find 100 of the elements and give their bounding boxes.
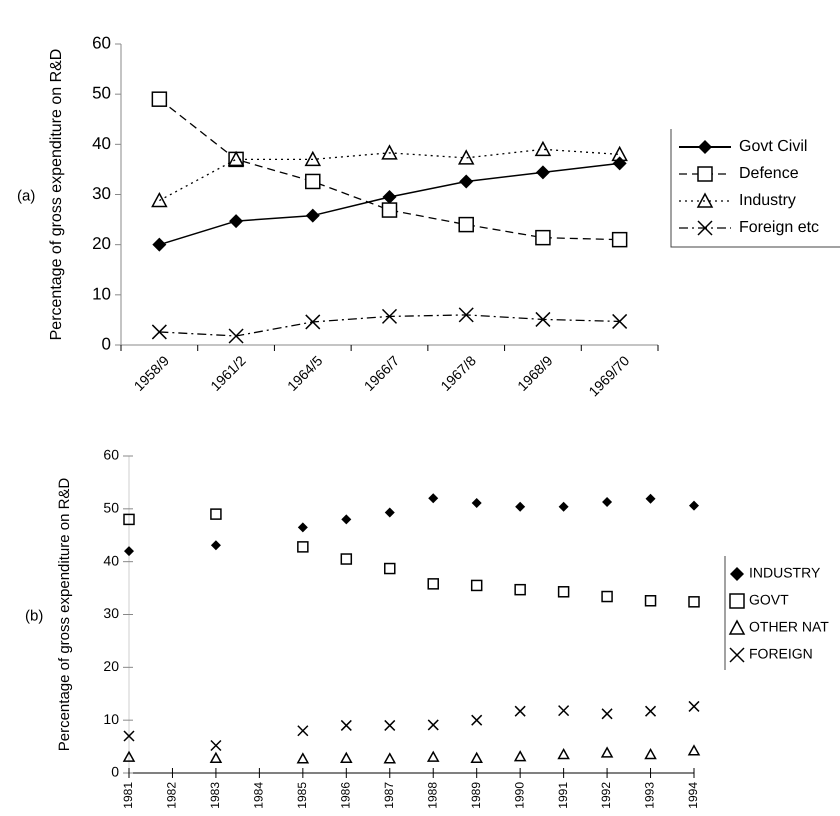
point	[384, 562, 396, 574]
point	[306, 208, 320, 223]
point	[228, 328, 244, 344]
y-axis-title: Percentage of gross expenditure on R&D	[48, 48, 65, 340]
point	[612, 314, 628, 330]
y-tick-label: 20	[103, 658, 120, 674]
x-tick-label: 1981	[121, 782, 136, 809]
point	[470, 752, 482, 763]
point	[558, 748, 570, 760]
point	[384, 752, 396, 764]
x-tick-label: 1985	[295, 782, 310, 809]
point	[382, 202, 398, 218]
point	[514, 705, 526, 717]
point	[210, 740, 222, 752]
y-tick-label: 0	[111, 764, 120, 780]
point	[427, 578, 439, 590]
point	[427, 719, 439, 731]
x-tick-label: 1986	[338, 782, 352, 809]
point	[458, 150, 474, 165]
point	[297, 541, 309, 553]
legend-label: Foreign etc	[739, 219, 820, 236]
point	[340, 752, 352, 763]
point	[428, 493, 438, 504]
point	[123, 730, 135, 742]
point	[601, 708, 613, 720]
x-tick-label: 1988	[425, 782, 440, 809]
y-axis-title: Percentage of gross expenditure on R&D	[56, 478, 73, 752]
point	[535, 142, 551, 156]
y-tick-label: 0	[102, 334, 111, 354]
y-tick-label: 10	[92, 284, 111, 304]
point	[384, 508, 395, 518]
point	[558, 502, 569, 512]
y-tick-label: 60	[103, 446, 120, 463]
point	[297, 752, 309, 764]
point	[341, 514, 352, 524]
point	[210, 752, 222, 763]
x-tick-label: 1982	[164, 782, 179, 809]
legend-label: INDUSTRY	[749, 564, 821, 581]
point	[229, 214, 244, 228]
point	[459, 174, 474, 188]
legend-label: FOREIGN	[749, 646, 813, 662]
x-tick-label: 1987	[382, 782, 396, 809]
y-tick-label: 40	[92, 134, 111, 153]
point	[644, 705, 656, 717]
x-tick-label: 1991	[556, 782, 570, 809]
point	[612, 146, 628, 162]
x-tick-label: 1989	[468, 782, 483, 809]
point	[382, 308, 398, 324]
point	[297, 724, 309, 736]
point	[601, 590, 613, 602]
point	[382, 190, 396, 204]
y-tick-label: 40	[103, 552, 120, 568]
y-tick-label: 50	[103, 500, 120, 516]
point	[558, 586, 570, 598]
y-tick-label: 50	[92, 84, 111, 103]
point	[124, 546, 134, 556]
y-tick-label: 30	[92, 184, 111, 203]
x-tick-label: 1994	[686, 782, 700, 809]
point	[152, 91, 168, 107]
point	[305, 314, 321, 330]
point	[152, 238, 166, 252]
point	[602, 496, 612, 507]
text: (a)	[17, 188, 36, 204]
point	[688, 745, 700, 756]
point	[688, 700, 700, 712]
point	[210, 508, 222, 520]
point	[305, 152, 321, 166]
point	[646, 494, 656, 504]
point	[601, 747, 613, 758]
point	[558, 704, 570, 716]
point	[644, 595, 656, 607]
x-tick-label: 1984	[252, 782, 266, 809]
point	[458, 216, 474, 232]
legend-label: Defence	[739, 165, 799, 182]
point	[123, 514, 135, 526]
point	[514, 584, 526, 596]
point	[305, 174, 321, 190]
x-tick-label: 1992	[599, 782, 614, 809]
point	[536, 165, 550, 180]
point	[535, 230, 551, 246]
point	[472, 498, 482, 508]
point	[152, 192, 168, 208]
y-tick-label: 60	[92, 33, 111, 52]
point	[458, 307, 474, 323]
x-tick-label: 1990	[512, 782, 526, 809]
point	[644, 748, 656, 760]
point	[340, 553, 352, 565]
point	[514, 750, 526, 762]
point	[340, 720, 352, 732]
point	[152, 324, 168, 340]
x-tick-label: 1993	[642, 782, 657, 809]
legend-label: OTHER NAT	[749, 618, 830, 635]
y-tick-label: 30	[103, 605, 120, 622]
point	[535, 312, 551, 328]
legend-label: GOVT	[749, 592, 790, 608]
point	[470, 714, 482, 726]
point	[427, 751, 439, 762]
point	[298, 522, 308, 532]
point	[123, 751, 135, 762]
point	[688, 596, 700, 608]
